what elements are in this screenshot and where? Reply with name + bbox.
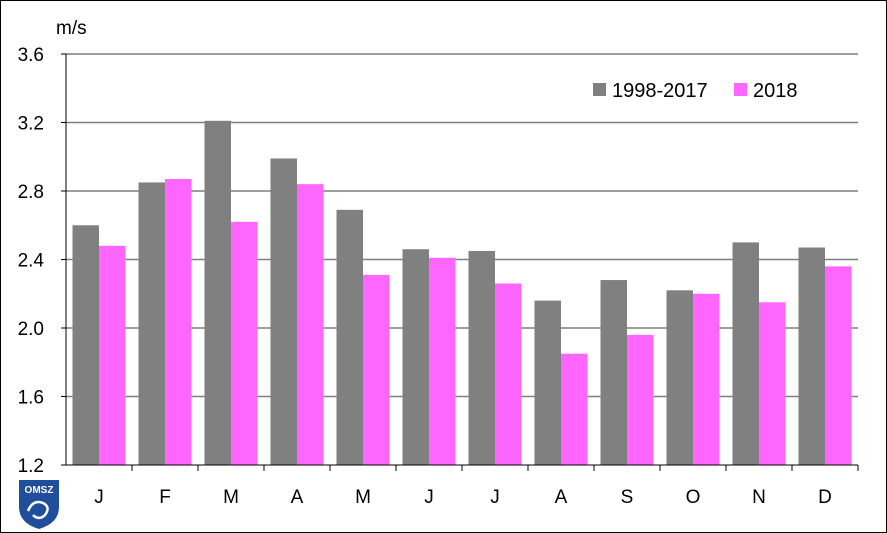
bar-series-1-s <box>600 280 627 465</box>
grid-lines <box>61 53 859 471</box>
bar-series-2-a <box>297 184 324 465</box>
legend-swatch-series-1 <box>593 83 606 96</box>
x-tick-label: J <box>94 487 104 508</box>
x-tick-label: N <box>752 487 766 508</box>
logo-swirl-icon <box>26 500 49 520</box>
y-tick-label: 2.0 <box>18 319 44 340</box>
bar-series-1-m <box>336 209 363 465</box>
x-tick-label: A <box>291 487 304 508</box>
bar-series-1-d <box>798 247 825 465</box>
bars <box>72 120 852 465</box>
logo-text: OMSZ <box>25 485 54 496</box>
bar-series-2-j <box>495 283 522 465</box>
bar-series-2-n <box>759 302 786 465</box>
legend-label-series-1: 1998-2017 <box>612 80 708 102</box>
bar-series-1-a <box>270 158 297 465</box>
bar-series-2-m <box>231 221 258 465</box>
x-tick-label: A <box>555 487 568 508</box>
x-tick-label: J <box>490 487 500 508</box>
bar-series-2-s <box>627 334 654 465</box>
legend-swatch-series-2 <box>734 83 747 96</box>
bar-series-1-j <box>468 250 495 465</box>
omsz-logo: OMSZ <box>19 480 59 529</box>
y-tick-label: 1.6 <box>18 388 44 409</box>
y-tick-label: 2.4 <box>18 251 45 272</box>
bar-series-1-j <box>72 225 99 465</box>
x-tick-label: M <box>355 487 371 508</box>
y-tick-label: 3.2 <box>18 114 44 135</box>
legend: 1998-2017 2018 <box>593 80 798 102</box>
bar-series-1-j <box>402 249 429 465</box>
bar-series-1-f <box>138 182 165 465</box>
y-tick-labels: 1.2 1.6 2.0 2.4 2.8 3.2 3.6 <box>18 45 45 477</box>
x-tick-label: M <box>223 487 239 508</box>
bar-series-1-a <box>534 300 561 465</box>
bar-series-1-m <box>204 120 231 465</box>
y-axis-unit-label: m/s <box>56 18 87 39</box>
bar-series-1-o <box>666 290 693 465</box>
axes <box>65 54 858 466</box>
bar-series-2-j <box>429 257 456 465</box>
x-tick-label: J <box>424 487 434 508</box>
x-tick-label: O <box>686 487 701 508</box>
x-tick-label: S <box>621 487 634 508</box>
bar-series-2-a <box>561 353 588 465</box>
bar-series-2-d <box>825 266 852 465</box>
x-tick-label: D <box>818 487 832 508</box>
bar-series-1-n <box>732 242 759 465</box>
legend-label-series-2: 2018 <box>753 80 798 102</box>
bar-series-2-f <box>165 179 192 465</box>
y-tick-label: 3.6 <box>18 45 44 66</box>
y-tick-label: 2.8 <box>18 182 44 203</box>
y-tick-label: 1.2 <box>18 456 44 477</box>
bar-series-2-o <box>693 293 720 465</box>
logo-shield <box>19 480 59 529</box>
x-tick-label: F <box>159 487 171 508</box>
bar-series-2-m <box>363 274 390 465</box>
bar-series-2-j <box>99 245 126 465</box>
